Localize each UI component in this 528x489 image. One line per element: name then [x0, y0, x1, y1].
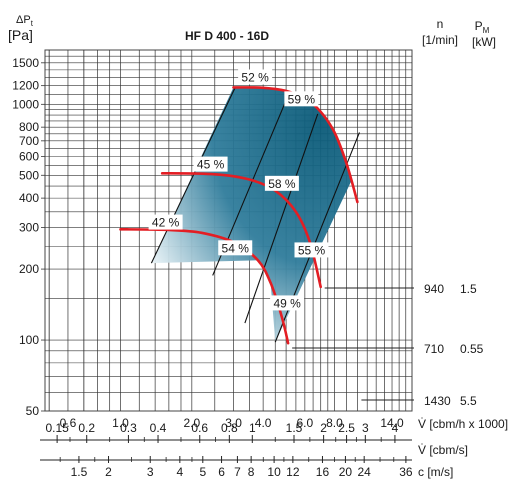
x-tick-label-flow-s: 1.5: [286, 421, 303, 435]
x-tick-label-flow: 8.0: [326, 416, 343, 430]
efficiency-label: 52 %: [241, 70, 269, 84]
x-tick-label-velocity: 12: [286, 465, 300, 479]
x-tick-label-flow-s: 0.4: [150, 421, 167, 435]
efficiency-label: 49 %: [273, 296, 301, 310]
x-tick-label-flow-s: 2: [320, 421, 327, 435]
x-tick-label-flow: 0.6: [60, 416, 77, 430]
x-tick-label-velocity: 5: [199, 465, 206, 479]
efficiency-label: 42 %: [152, 216, 180, 230]
speed-label: 710: [424, 342, 444, 356]
speed-label: 1430: [424, 394, 451, 408]
speed-header: n: [437, 17, 444, 31]
speed-label: 940: [424, 282, 444, 296]
y-tick-label: 100: [19, 333, 39, 347]
x-tick-label-velocity: 2: [105, 465, 112, 479]
plot-frame: [44, 49, 413, 412]
x-tick-label-flow-s: 0.6: [191, 421, 208, 435]
efficiency-label-bg: [193, 156, 228, 172]
power-header: PM: [475, 19, 490, 35]
efficiency-label-bg: [148, 214, 183, 230]
y-tick-label: 800: [19, 120, 39, 134]
chart-title: HF D 400 - 16D: [185, 29, 269, 43]
x-tick-label-flow-s: 0.15: [45, 421, 69, 435]
y-tick-label: 500: [19, 168, 39, 182]
x-tick-label-velocity: 24: [357, 465, 371, 479]
efficiency-label: 54 %: [222, 241, 250, 255]
efficiency-label-bg: [284, 91, 319, 107]
y-tick-label: 1000: [12, 97, 39, 111]
x-tick-label-flow-s: 0.2: [78, 421, 95, 435]
speed-unit: [1/min]: [422, 33, 458, 47]
efficiency-label-bg: [294, 242, 329, 258]
x-axis-label-flow-s: V̇ [cbm/s]: [418, 443, 468, 457]
x-tick-label-velocity: 20: [339, 465, 353, 479]
x-axis-label-flow: V̇ [cbm/h x 1000]: [418, 417, 508, 431]
efficiency-label-bg: [238, 69, 273, 85]
power-label: 0.55: [460, 342, 484, 356]
y-tick-label: 1200: [12, 79, 39, 93]
efficiency-label-bg: [270, 295, 305, 311]
x-tick-label-flow: 2.0: [183, 416, 200, 430]
efficiency-label-bg: [218, 240, 253, 256]
speed-power-labels: 1430 5.5 940 1.5 710 0.55: [292, 282, 484, 408]
efficiency-label-bg: [264, 175, 299, 191]
x-tick-label-velocity: 1.5: [71, 465, 88, 479]
x-tick-label-flow-s: 0.3: [120, 421, 137, 435]
y-tick-label: 1500: [12, 56, 39, 70]
power-label: 5.5: [460, 394, 477, 408]
x-axis-label-velocity: c [m/s]: [418, 465, 453, 479]
power-label: 1.5: [460, 282, 477, 296]
power-unit: [kW]: [472, 35, 496, 49]
x-tick-label-velocity: 4: [176, 465, 183, 479]
efficiency-label: 59 %: [288, 92, 316, 106]
x-tick-label-flow-s: 0.8: [221, 421, 238, 435]
x-tick-label-flow-s: 1: [249, 421, 256, 435]
x-tick-label-velocity: 16: [316, 465, 330, 479]
x-tick-label-flow: 6.0: [297, 416, 314, 430]
x-tick-label-flow-s: 2.5: [338, 421, 355, 435]
x-tick-label-velocity: 6: [218, 465, 225, 479]
y-axis-unit: [Pa]: [8, 27, 33, 43]
y-tick-label: 600: [19, 150, 39, 164]
x-tick-label-flow-s: 4: [392, 421, 399, 435]
x-tick-label-velocity: 36: [399, 465, 413, 479]
efficiency-labels: 52 % 59 % 45 % 58 % 42 % 54 % 55 % 49 %: [148, 69, 329, 311]
x-tick-label-flow: 1.0: [112, 416, 129, 430]
y-tick-label: 50: [26, 404, 40, 418]
x-tick-label-flow: 14.0: [380, 416, 404, 430]
efficiency-label: 58 %: [268, 177, 296, 191]
y-tick-label: 300: [19, 221, 39, 235]
x-tick-label-flow: 4.0: [255, 416, 272, 430]
x-tick-label-flow: 3.0: [225, 416, 242, 430]
y-tick-label: 700: [19, 134, 39, 148]
efficiency-label: 55 %: [298, 243, 326, 257]
efficiency-label: 45 %: [197, 158, 225, 172]
x-tick-label-velocity: 10: [267, 465, 281, 479]
x-tick-label-velocity: 8: [248, 465, 255, 479]
y-tick-label: 400: [19, 191, 39, 205]
x-tick-label-flow-s: 3: [362, 421, 369, 435]
x-tick-label-velocity: 3: [147, 465, 154, 479]
y-axis-label: ΔPt: [16, 14, 34, 28]
x-tick-label-velocity: 7: [234, 465, 241, 479]
x-axes: 0.6 1.0 2.0 3.0 4.0 6.0 8.0 14.0 V̇ [cbm/h x 100…: [40, 416, 508, 479]
efficiency-line: [244, 113, 319, 324]
y-tick-label: 200: [19, 262, 39, 276]
efficiency-line: [150, 87, 236, 264]
